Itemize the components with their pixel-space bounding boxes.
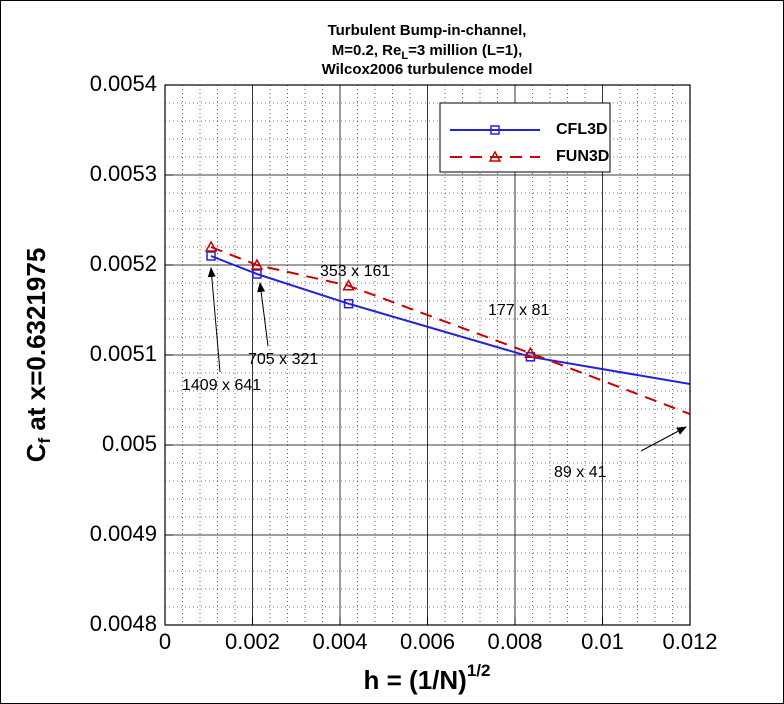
annotation-arrow (640, 426, 687, 452)
plot-border (164, 84, 691, 626)
title-line: M=0.2, ReL=3 million (L=1), (332, 42, 523, 62)
marker (524, 346, 537, 358)
annotation: 1409 x 641 (182, 377, 261, 394)
y-label-sub: f (35, 438, 54, 444)
y-tick-label: 0.0051 (90, 341, 157, 366)
marker (342, 279, 355, 291)
y-tick-label: 0.0053 (90, 161, 157, 186)
x-tick-label: 0.006 (400, 629, 455, 654)
legend-label: FUN3D (556, 148, 609, 165)
legend-label: CFL3D (556, 121, 608, 138)
title-line: Wilcox2006 turbulence model (322, 61, 533, 78)
x-label-text: h = (1/N) (364, 665, 467, 695)
title-sub: L (401, 50, 408, 62)
marker (343, 298, 354, 309)
x-tick-label: 0.008 (487, 629, 542, 654)
marker (252, 269, 262, 279)
x-tick-label: 0.004 (312, 629, 367, 654)
legend: CFL3D FUN3D (439, 102, 611, 173)
annotation: 353 x 161 (320, 263, 390, 280)
annotation-arrow (257, 282, 269, 347)
y-tick-label: 0.005 (102, 431, 157, 456)
title-text: =3 million (L=1), (408, 42, 522, 59)
title-line: Turbulent Bump-in-channel, (328, 22, 527, 39)
series-line (210, 255, 690, 386)
series-layer (204, 240, 690, 416)
x-axis-label: h = (1/N)1/2 (364, 661, 491, 694)
x-label-sup: 1/2 (467, 661, 491, 680)
x-tick-label: 0 (159, 629, 171, 654)
y-tick-label: 0.0048 (90, 611, 157, 636)
annotation: 177 x 81 (488, 302, 549, 319)
legend-box (439, 102, 611, 173)
y-tick-label: 0.0054 (90, 71, 157, 96)
annotations: 1409 x 641 705 x 321 353 x 161 177 x 81 … (182, 263, 687, 481)
marker (204, 240, 218, 252)
y-label-text: at x=0.6321975 (21, 248, 51, 438)
marker (490, 125, 500, 135)
marker (488, 150, 502, 162)
series-line (210, 246, 690, 416)
x-tick-label: 0.002 (225, 629, 280, 654)
x-tick-label: 0.01 (581, 629, 624, 654)
y-axis-label: Cf at x=0.6321975 (21, 248, 55, 463)
marker (250, 258, 264, 270)
title-text: M=0.2, Re (332, 42, 402, 59)
x-tick-label: 0.012 (662, 629, 717, 654)
annotation-arrow (207, 267, 221, 373)
y-tick-label: 0.0049 (90, 521, 157, 546)
y-label-text: C (21, 443, 51, 462)
annotation: 89 x 41 (554, 464, 607, 481)
plot-area: 0 0.002 0.004 0.006 0.008 0.01 0.012 0.0048 0.00… (90, 71, 718, 654)
annotation: 705 x 321 (248, 351, 318, 368)
marker (206, 251, 216, 261)
y-tick-label: 0.0052 (90, 251, 157, 276)
